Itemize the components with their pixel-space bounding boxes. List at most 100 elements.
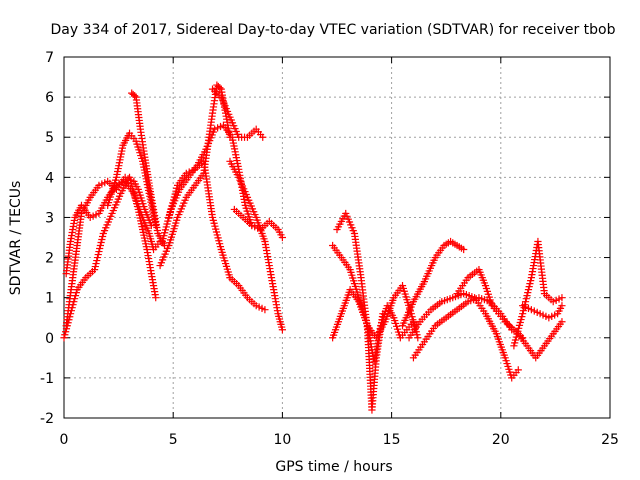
data-point — [362, 316, 370, 324]
data-point — [479, 276, 487, 284]
data-point — [141, 237, 149, 245]
data-point — [163, 220, 171, 228]
data-point — [345, 218, 354, 226]
data-point — [429, 259, 437, 267]
data-point — [173, 213, 182, 222]
data-point — [524, 304, 533, 312]
data-point — [349, 277, 358, 285]
data-point — [139, 200, 147, 208]
data-point — [359, 308, 367, 316]
data-point — [185, 168, 193, 176]
data-point — [95, 181, 103, 189]
data-point — [135, 146, 143, 154]
data-point — [495, 338, 503, 346]
data-point — [351, 282, 359, 291]
data-point — [140, 234, 149, 242]
data-point — [402, 314, 410, 322]
data-point — [475, 265, 483, 274]
data-point — [278, 233, 286, 242]
data-point — [478, 295, 486, 303]
data-point — [408, 300, 416, 308]
data-point — [166, 210, 174, 219]
data-point — [188, 167, 196, 175]
data-point — [335, 315, 344, 323]
data-point — [141, 205, 149, 214]
data-point — [133, 140, 141, 148]
y-tick-label: -1 — [40, 371, 54, 387]
data-point — [134, 185, 142, 193]
data-point — [361, 313, 369, 321]
data-point — [398, 282, 407, 290]
data-point — [360, 310, 368, 319]
data-point — [109, 206, 117, 215]
data-point — [400, 319, 408, 327]
data-point — [209, 216, 217, 224]
data-point — [430, 256, 438, 264]
data-point — [173, 184, 181, 192]
data-point — [108, 209, 116, 218]
data-point — [469, 296, 478, 304]
data-point — [238, 182, 247, 190]
data-point — [403, 311, 411, 319]
series-track — [510, 237, 566, 350]
data-point — [222, 259, 230, 268]
data-point — [61, 331, 69, 339]
data-point — [446, 295, 454, 303]
data-point — [162, 247, 170, 255]
data-point — [343, 294, 351, 302]
data-point — [278, 326, 286, 334]
data-point — [519, 302, 527, 310]
data-point — [254, 219, 262, 227]
data-point — [98, 232, 107, 241]
data-point — [476, 268, 484, 276]
data-point — [167, 233, 176, 241]
data-point — [219, 251, 227, 259]
data-point — [344, 215, 352, 223]
data-point — [108, 187, 116, 195]
data-point — [134, 143, 142, 151]
data-point — [115, 192, 124, 200]
data-point — [93, 253, 102, 262]
data-point — [182, 169, 190, 177]
data-point — [217, 93, 225, 101]
data-point — [221, 257, 229, 265]
data-point — [107, 212, 115, 220]
x-tick-label: 15 — [383, 432, 401, 448]
data-point — [142, 240, 150, 248]
data-point — [339, 304, 347, 312]
data-point — [482, 284, 491, 293]
data-point — [484, 290, 492, 298]
data-point — [526, 280, 534, 288]
data-point — [393, 325, 402, 333]
data-point — [248, 221, 256, 230]
data-point — [105, 196, 114, 204]
x-tick-label: 10 — [273, 432, 291, 448]
data-point — [357, 302, 366, 310]
data-point — [259, 232, 267, 240]
data-point — [524, 286, 533, 294]
data-point — [387, 302, 395, 310]
y-tick-label: -2 — [40, 411, 54, 427]
axis-ticks: -2 -1 0 1 2 3 4 5 6 7 0 5 10 15 20 25 — [40, 50, 619, 448]
data-point — [213, 231, 221, 239]
data-point — [389, 296, 397, 304]
outlier-points — [226, 274, 234, 282]
data-point — [258, 229, 266, 238]
data-point — [168, 202, 176, 210]
data-point — [100, 227, 109, 235]
data-point — [341, 299, 349, 307]
data-point — [171, 190, 179, 198]
data-point — [104, 199, 113, 207]
data-point — [208, 213, 217, 222]
data-point — [243, 193, 252, 201]
data-point — [275, 312, 283, 320]
data-point — [486, 296, 494, 304]
data-point — [244, 210, 252, 218]
data-point — [91, 262, 99, 271]
data-point — [104, 218, 112, 226]
data-point — [210, 219, 218, 227]
data-point — [214, 124, 222, 132]
data-point — [502, 357, 510, 365]
y-axis-label: SDTVAR / TECUs — [8, 181, 24, 296]
data-point — [253, 216, 261, 224]
